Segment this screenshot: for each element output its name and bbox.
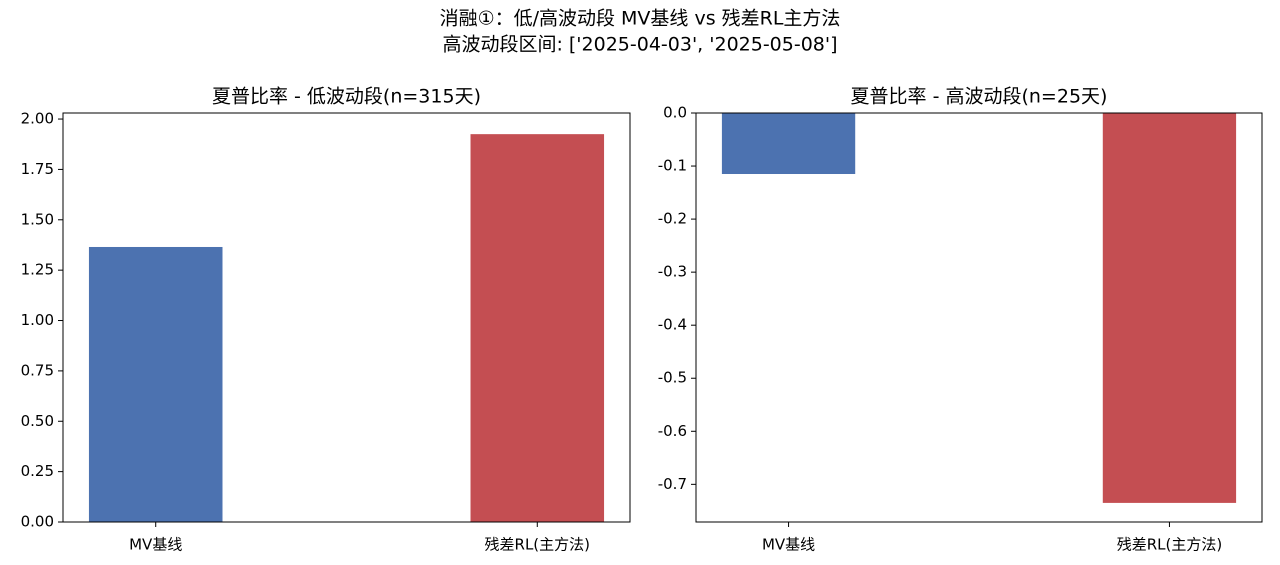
figure-subtitle: 高波动段区间: ['2025-04-03', '2025-05-08'] (442, 34, 837, 56)
x-tick-label: MV基线 (762, 536, 815, 554)
x-tick-label: 残差RL(主方法) (485, 536, 590, 554)
y-tick-label: 1.50 (21, 210, 54, 228)
y-tick-label: -0.3 (658, 263, 687, 281)
chart-title: 夏普比率 - 高波动段(n=25天) (851, 86, 1108, 108)
y-tick-label: -0.2 (658, 210, 687, 228)
y-tick-label: -0.1 (658, 157, 687, 175)
bar (721, 113, 856, 175)
y-tick-label: 1.75 (21, 160, 54, 178)
bar (470, 134, 605, 523)
bar (88, 246, 223, 522)
y-tick-label: 0.50 (21, 412, 54, 430)
y-tick-label: 2.00 (21, 110, 54, 128)
y-tick-label: 0.00 (21, 513, 54, 531)
y-tick-label: -0.5 (658, 369, 687, 387)
y-tick-label: 1.25 (21, 261, 54, 279)
y-tick-label: 0.25 (21, 462, 54, 480)
y-tick-label: -0.7 (658, 475, 687, 493)
y-tick-label: -0.6 (658, 422, 687, 440)
axes-frame (62, 112, 631, 523)
bar (1102, 113, 1237, 503)
x-tick-label: 残差RL(主方法) (1117, 536, 1222, 554)
y-tick-label: -0.4 (658, 316, 687, 334)
y-tick-label: 1.00 (21, 311, 54, 329)
y-tick-label: 0.75 (21, 361, 54, 379)
figure-title: 消融①：低/高波动段 MV基线 vs 残差RL主方法 (440, 8, 841, 30)
x-tick-label: MV基线 (129, 536, 182, 554)
axes-frame (695, 112, 1263, 523)
y-tick-label: 0.0 (663, 104, 687, 122)
chart-title: 夏普比率 - 低波动段(n=315天) (212, 86, 481, 108)
